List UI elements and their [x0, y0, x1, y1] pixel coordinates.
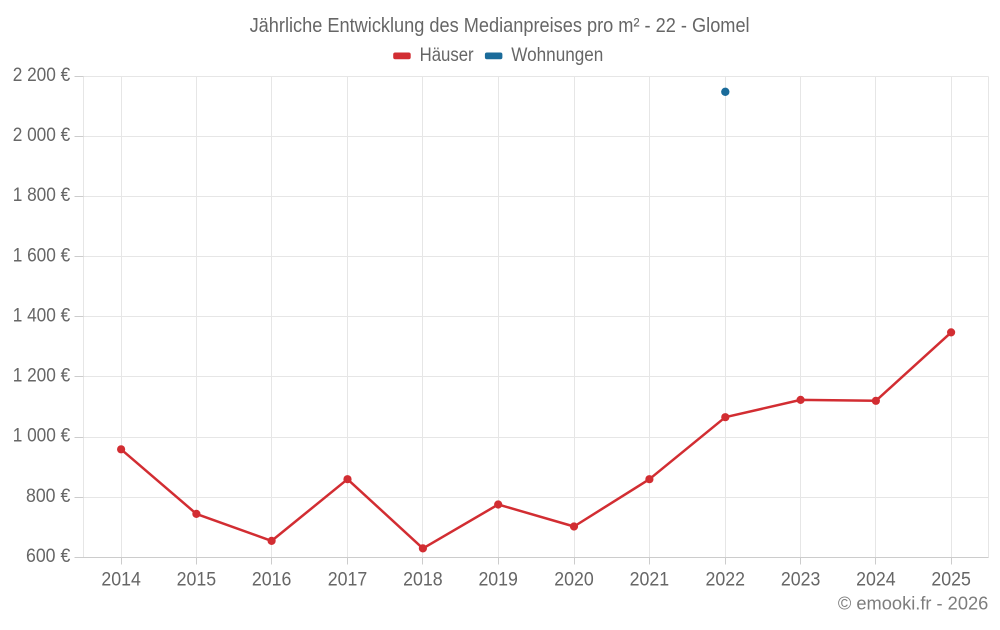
svg-text:2018: 2018 — [403, 569, 443, 591]
svg-text:1 600 €: 1 600 € — [13, 244, 71, 266]
svg-text:2017: 2017 — [328, 569, 368, 591]
svg-text:1 200 €: 1 200 € — [13, 365, 71, 387]
svg-text:800 €: 800 € — [26, 485, 70, 507]
svg-text:2015: 2015 — [177, 569, 217, 591]
svg-text:2024: 2024 — [856, 569, 896, 591]
svg-text:1 000 €: 1 000 € — [13, 425, 71, 447]
svg-text:2019: 2019 — [478, 569, 518, 591]
svg-text:Jährliche Entwicklung des Medi: Jährliche Entwicklung des Medianpreises … — [250, 15, 750, 37]
svg-text:2020: 2020 — [554, 569, 594, 591]
svg-text:600 €: 600 € — [26, 545, 70, 567]
svg-text:2 000 €: 2 000 € — [13, 124, 71, 146]
svg-text:2016: 2016 — [252, 569, 292, 591]
svg-text:2 200 €: 2 200 € — [13, 64, 71, 86]
svg-text:2022: 2022 — [706, 569, 746, 591]
svg-text:1 400 €: 1 400 € — [13, 304, 71, 326]
svg-text:2021: 2021 — [630, 569, 670, 591]
svg-text:1 800 €: 1 800 € — [13, 184, 71, 206]
svg-text:2023: 2023 — [781, 569, 821, 591]
svg-text:Häuser: Häuser — [420, 44, 474, 66]
svg-text:2025: 2025 — [931, 569, 971, 591]
svg-text:2014: 2014 — [101, 569, 141, 591]
svg-text:© emooki.fr - 2026: © emooki.fr - 2026 — [838, 592, 988, 613]
svg-text:Wohnungen: Wohnungen — [511, 44, 603, 66]
